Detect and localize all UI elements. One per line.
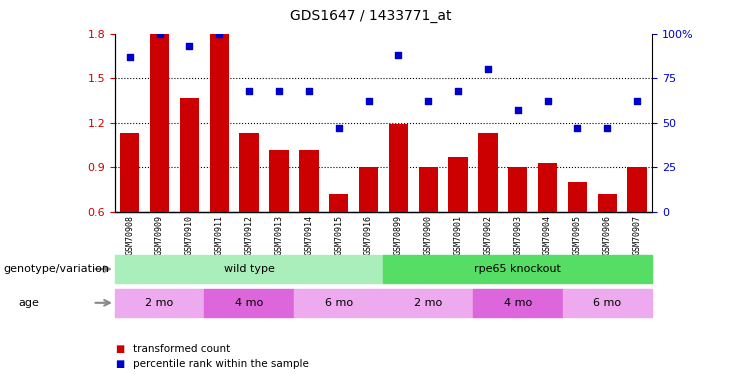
Point xyxy=(422,99,434,105)
Bar xyxy=(508,167,528,212)
Bar xyxy=(562,289,652,317)
Point xyxy=(362,99,374,105)
Text: wild type: wild type xyxy=(224,264,275,274)
Text: GSM70907: GSM70907 xyxy=(633,215,642,255)
Bar xyxy=(294,289,384,317)
Bar xyxy=(478,133,498,212)
Text: GSM70904: GSM70904 xyxy=(543,215,552,255)
Text: GSM70900: GSM70900 xyxy=(424,215,433,255)
Bar xyxy=(299,150,319,212)
Bar xyxy=(359,167,378,212)
Text: GSM70910: GSM70910 xyxy=(185,215,194,255)
Point xyxy=(542,99,554,105)
Text: GSM70913: GSM70913 xyxy=(274,215,284,255)
Bar xyxy=(180,98,199,212)
Text: GSM70899: GSM70899 xyxy=(394,215,403,255)
Text: GSM70901: GSM70901 xyxy=(453,215,462,255)
Text: transformed count: transformed count xyxy=(133,344,230,354)
Point xyxy=(393,52,405,58)
Text: 6 mo: 6 mo xyxy=(325,298,353,308)
Point xyxy=(571,125,583,131)
Text: GSM70908: GSM70908 xyxy=(125,215,134,255)
Bar xyxy=(448,157,468,212)
Bar xyxy=(473,289,562,317)
Bar xyxy=(239,133,259,212)
Bar xyxy=(115,289,205,317)
Bar xyxy=(384,289,473,317)
Point xyxy=(153,31,165,37)
Text: percentile rank within the sample: percentile rank within the sample xyxy=(133,359,309,369)
Text: GSM70909: GSM70909 xyxy=(155,215,164,255)
Bar xyxy=(120,133,139,212)
Text: GSM70912: GSM70912 xyxy=(245,215,253,255)
Text: GSM70914: GSM70914 xyxy=(305,215,313,255)
Point xyxy=(273,88,285,94)
Text: GSM70911: GSM70911 xyxy=(215,215,224,255)
Bar xyxy=(150,34,170,212)
Bar xyxy=(538,163,557,212)
Text: rpe65 knockout: rpe65 knockout xyxy=(474,264,561,274)
Text: GSM70916: GSM70916 xyxy=(364,215,373,255)
Bar xyxy=(329,194,348,212)
Text: GSM70903: GSM70903 xyxy=(514,215,522,255)
Point xyxy=(184,43,196,49)
Bar xyxy=(628,167,647,212)
Point xyxy=(452,88,464,94)
Bar xyxy=(389,124,408,212)
Text: 2 mo: 2 mo xyxy=(414,298,442,308)
Bar xyxy=(205,289,294,317)
Text: 2 mo: 2 mo xyxy=(145,298,173,308)
Bar xyxy=(384,255,652,283)
Bar xyxy=(597,194,617,212)
Point xyxy=(243,88,255,94)
Text: GSM70915: GSM70915 xyxy=(334,215,343,255)
Point xyxy=(124,54,136,60)
Text: genotype/variation: genotype/variation xyxy=(4,264,110,274)
Text: ■: ■ xyxy=(115,344,124,354)
Point xyxy=(213,31,225,37)
Bar xyxy=(115,255,384,283)
Point xyxy=(631,99,643,105)
Bar xyxy=(210,34,229,212)
Point xyxy=(333,125,345,131)
Text: GSM70905: GSM70905 xyxy=(573,215,582,255)
Text: GSM70902: GSM70902 xyxy=(483,215,493,255)
Text: ■: ■ xyxy=(115,359,124,369)
Bar xyxy=(269,150,289,212)
Text: age: age xyxy=(19,298,39,308)
Bar xyxy=(568,182,587,212)
Text: GDS1647 / 1433771_at: GDS1647 / 1433771_at xyxy=(290,9,451,23)
Text: 4 mo: 4 mo xyxy=(504,298,532,308)
Text: 6 mo: 6 mo xyxy=(594,298,622,308)
Point xyxy=(602,125,614,131)
Point xyxy=(512,107,524,113)
Text: GSM70906: GSM70906 xyxy=(603,215,612,255)
Text: 4 mo: 4 mo xyxy=(235,298,263,308)
Point xyxy=(303,88,315,94)
Point xyxy=(482,66,494,72)
Bar xyxy=(419,167,438,212)
